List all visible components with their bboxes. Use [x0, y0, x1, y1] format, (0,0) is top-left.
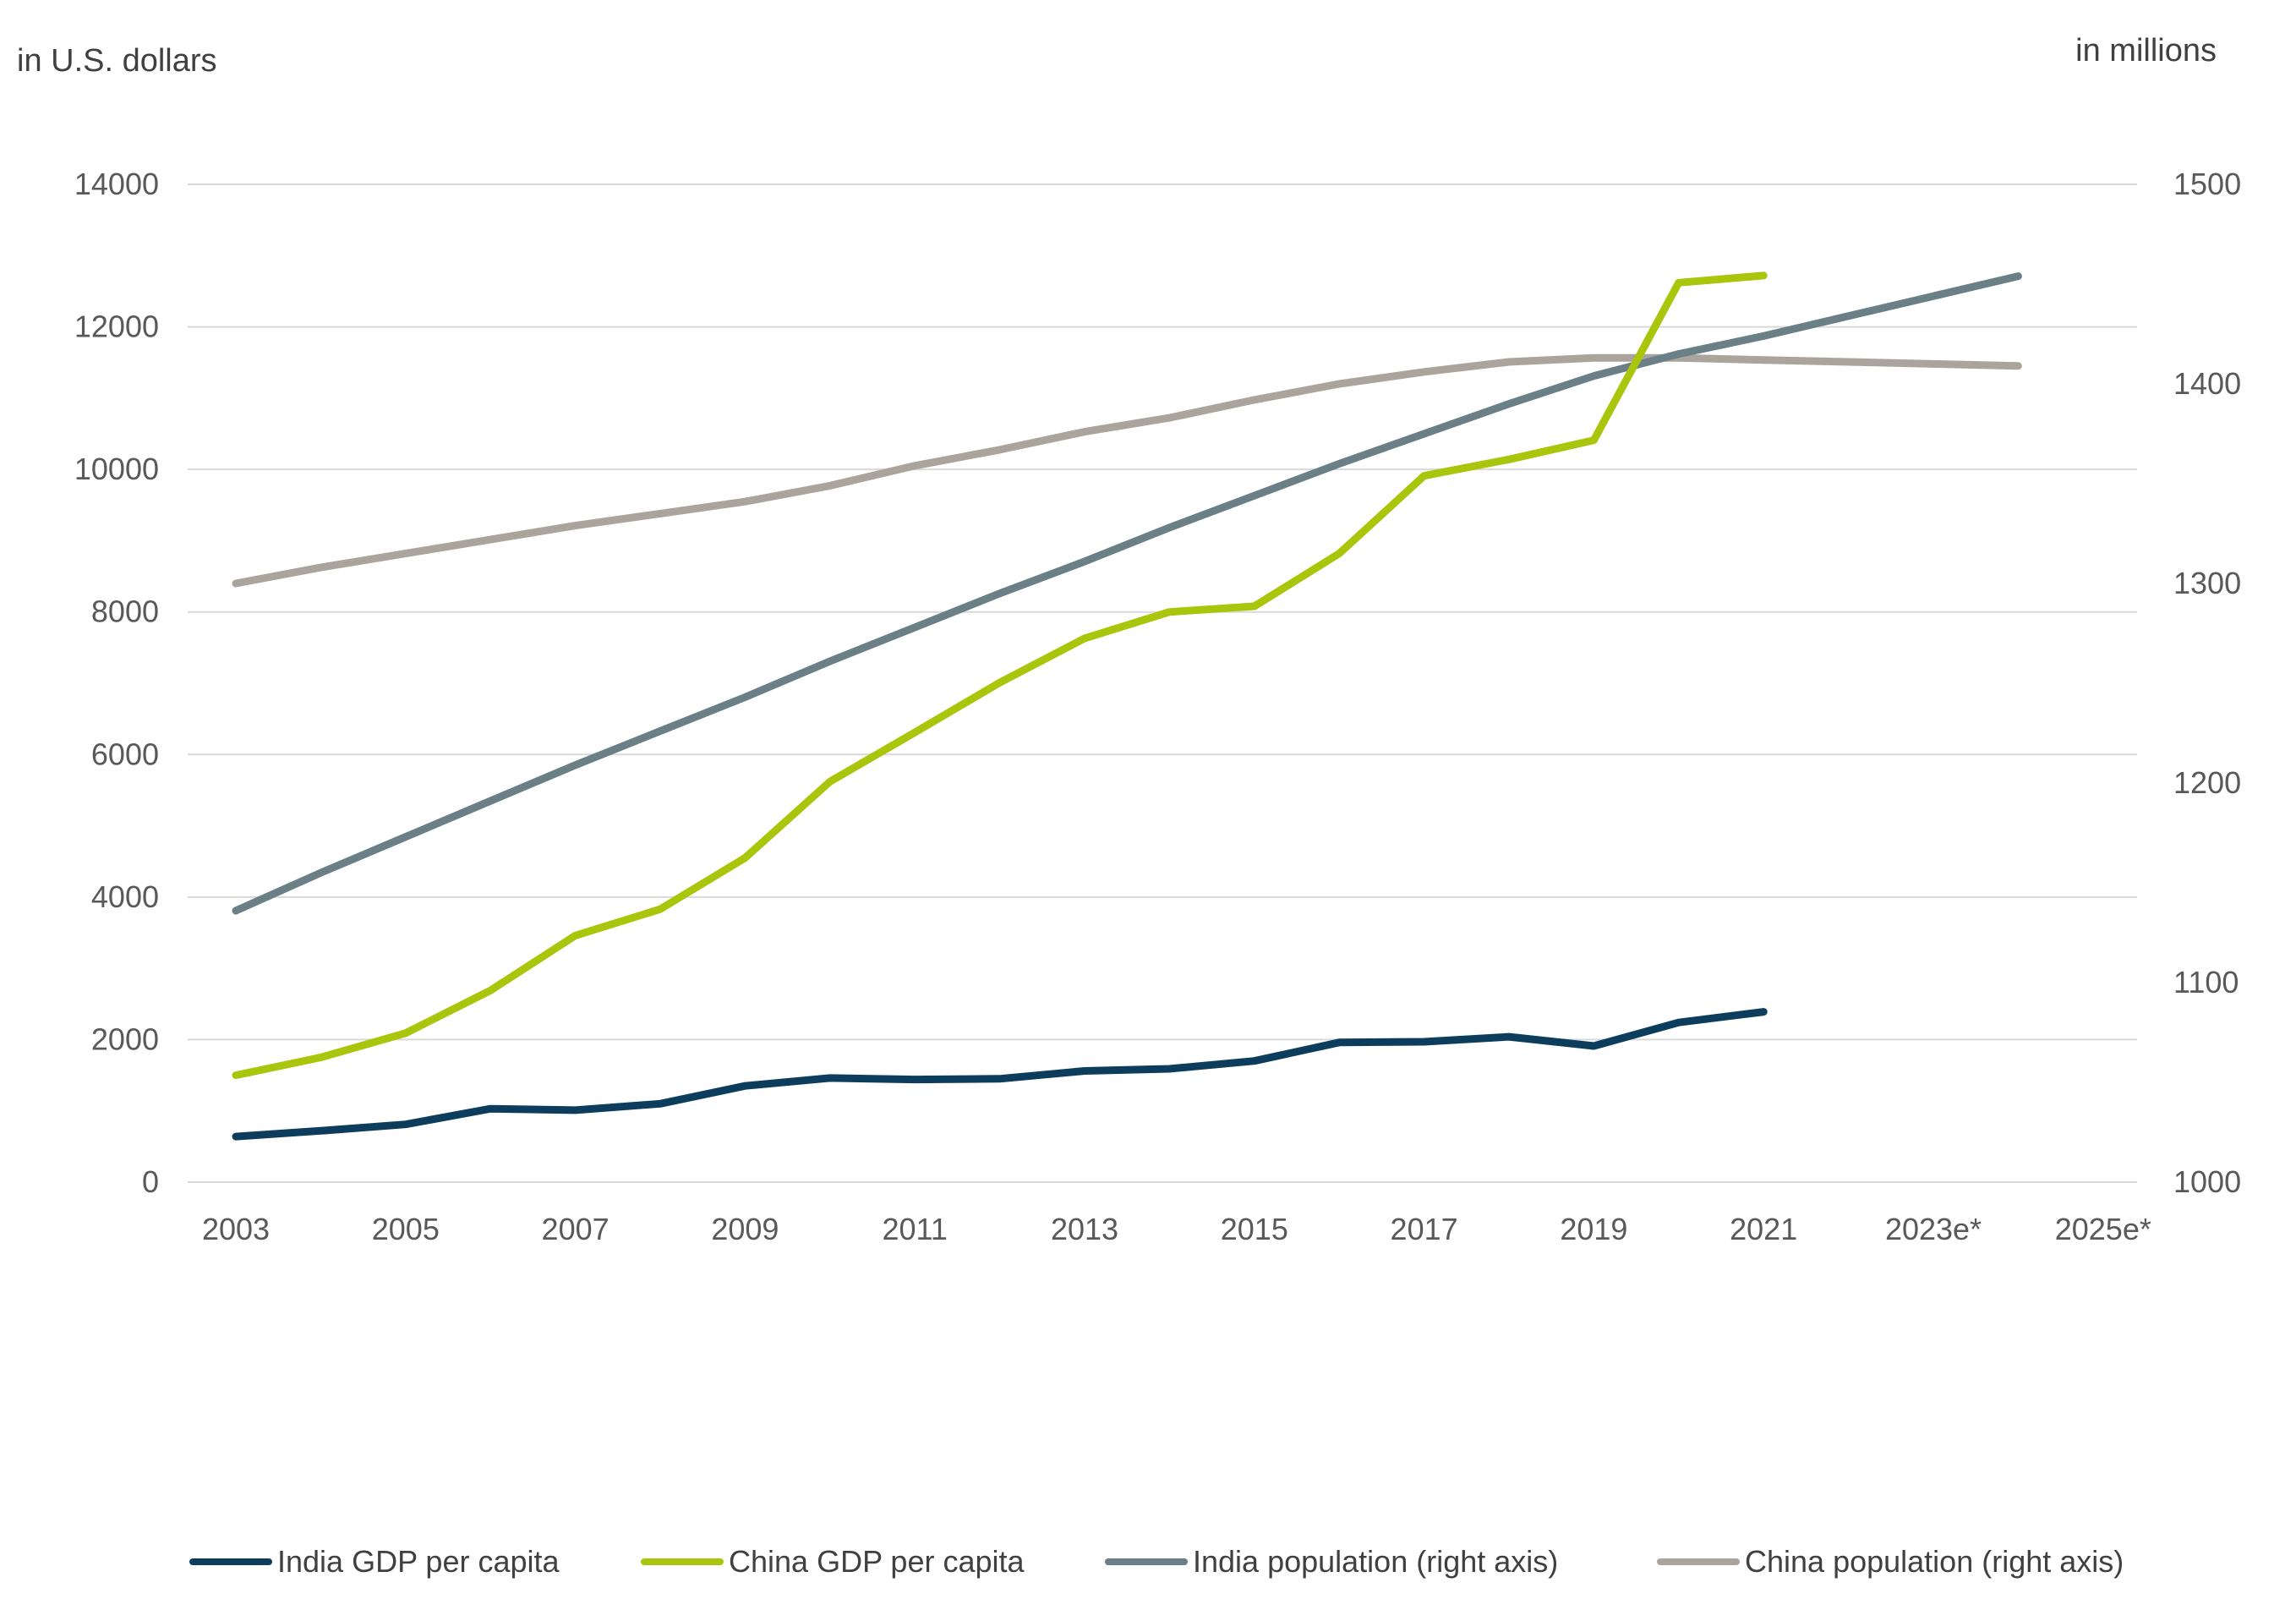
- y-left-axis-title: in U.S. dollars: [17, 43, 217, 79]
- y-left-tick-6000: 6000: [91, 737, 159, 771]
- y-right-tick-labels: 1000 1100 1200 1300 1400 1500: [2173, 167, 2241, 1199]
- legend-swatch-india-gdp: [189, 1558, 272, 1565]
- y-right-tick-1300: 1300: [2173, 566, 2241, 600]
- x-tick-2015: 2015: [1221, 1212, 1288, 1246]
- x-tick-2023e: 2023e*: [1885, 1212, 1982, 1246]
- legend-item-china-population: China population (right axis): [1657, 1541, 2124, 1583]
- x-tick-2009: 2009: [711, 1212, 779, 1246]
- y-left-tick-12000: 12000: [74, 309, 159, 344]
- x-tick-2011: 2011: [882, 1212, 947, 1246]
- y-right-tick-1000: 1000: [2173, 1164, 2241, 1199]
- x-tick-labels: 2003 2005 2007 2009 2011 2013 2015 2017 2019 2021…: [202, 1212, 2151, 1246]
- x-tick-2003: 2003: [202, 1212, 270, 1246]
- y-left-tick-2000: 2000: [91, 1021, 159, 1056]
- y-left-tick-8000: 8000: [91, 594, 159, 629]
- legend-item-china-gdp: China GDP per capita: [641, 1541, 1025, 1583]
- legend-label-china-gdp: China GDP per capita: [729, 1544, 1025, 1579]
- x-tick-2017: 2017: [1391, 1212, 1458, 1246]
- x-tick-2013: 2013: [1051, 1212, 1118, 1246]
- y-right-tick-1100: 1100: [2173, 965, 2239, 999]
- series-lines: [232, 271, 2022, 1141]
- y-right-tick-1200: 1200: [2173, 765, 2241, 800]
- legend-swatch-china-gdp: [641, 1558, 724, 1565]
- legend-item-india-population: India population (right axis): [1105, 1541, 1558, 1583]
- series-line-china-gdp: [232, 271, 1768, 1080]
- gridlines: [188, 183, 2137, 1183]
- legend-swatch-china-population: [1657, 1558, 1740, 1565]
- legend-swatch-india-population: [1105, 1558, 1188, 1565]
- series-line-india-population: [232, 272, 2022, 915]
- x-tick-2007: 2007: [542, 1212, 610, 1246]
- y-right-axis-title: in millions: [2075, 33, 2217, 68]
- y-left-tick-labels: 0 2000 4000 6000 8000 10000 12000 14000: [74, 167, 159, 1199]
- y-left-tick-4000: 4000: [91, 879, 159, 914]
- legend-label-india-gdp: India GDP per capita: [277, 1544, 560, 1579]
- legend: India GDP per capita China GDP per capit…: [0, 1541, 2296, 1583]
- legend-item-india-gdp: India GDP per capita: [189, 1541, 560, 1583]
- legend-label-india-population: India population (right axis): [1193, 1544, 1559, 1579]
- y-left-tick-10000: 10000: [74, 452, 159, 486]
- y-right-tick-1500: 1500: [2173, 167, 2241, 201]
- series-line-india-gdp: [232, 1008, 1768, 1141]
- y-right-tick-1400: 1400: [2173, 366, 2241, 401]
- y-left-tick-14000: 14000: [74, 167, 159, 201]
- series-line-china-population: [232, 353, 2022, 588]
- x-tick-2025e: 2025e*: [2055, 1212, 2151, 1246]
- y-left-tick-0: 0: [142, 1164, 159, 1199]
- x-tick-2005: 2005: [372, 1212, 440, 1246]
- x-tick-2019: 2019: [1560, 1212, 1627, 1246]
- legend-label-china-population: China population (right axis): [1745, 1544, 2124, 1579]
- x-tick-2021: 2021: [1730, 1212, 1797, 1246]
